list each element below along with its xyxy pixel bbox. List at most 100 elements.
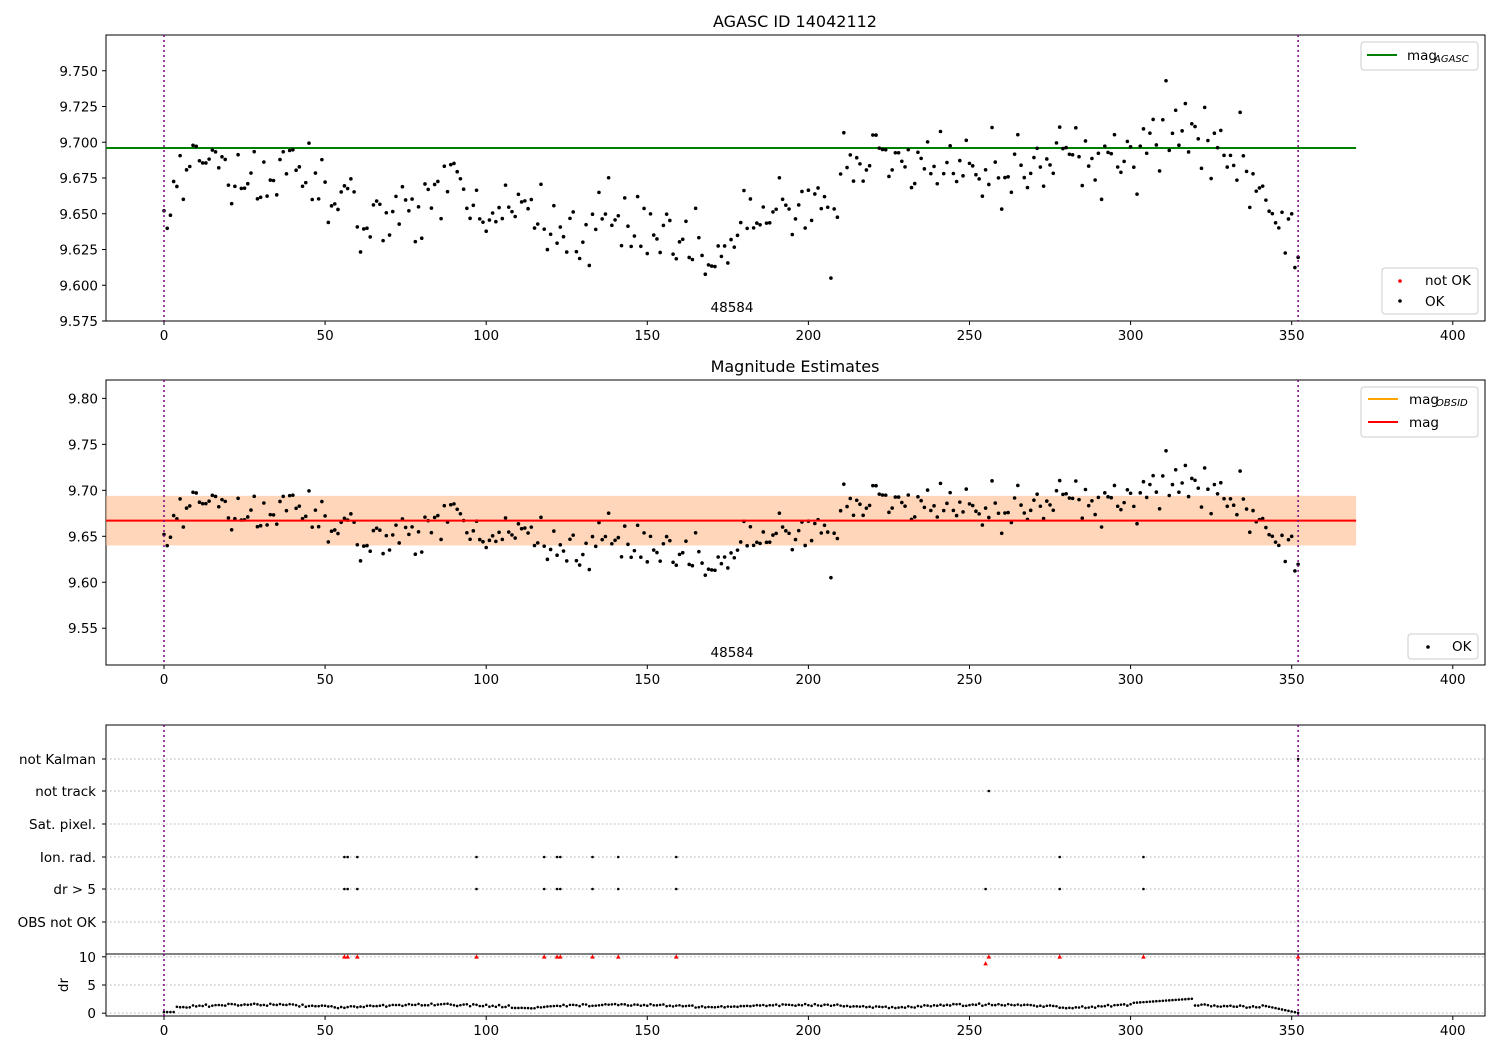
dr-point	[952, 1002, 955, 1006]
dr-point	[1264, 1004, 1268, 1008]
data-point	[445, 189, 450, 194]
data-point	[1293, 265, 1297, 270]
data-point	[1286, 537, 1291, 542]
data-point	[210, 493, 215, 498]
data-point	[664, 212, 669, 216]
flag-point	[475, 887, 478, 891]
dr-point	[858, 1005, 862, 1008]
dr-point	[993, 1003, 997, 1007]
dr-point	[314, 1004, 317, 1008]
data-point	[194, 144, 199, 149]
dr-point	[246, 1003, 250, 1007]
legend-sub-agasc: AGASC	[1433, 54, 1469, 65]
data-point	[825, 205, 830, 210]
data-point	[416, 205, 421, 209]
dr-point	[800, 1004, 804, 1007]
data-point	[1045, 499, 1049, 503]
dr-point	[223, 1004, 227, 1007]
x-tick-label: 300	[1118, 1023, 1144, 1039]
data-point	[349, 177, 353, 181]
data-point	[967, 502, 972, 506]
data-point	[593, 227, 598, 232]
data-point	[1264, 525, 1268, 530]
data-point	[1080, 183, 1085, 188]
dr-point	[1084, 1006, 1087, 1010]
data-point	[1273, 221, 1278, 225]
data-point	[497, 530, 501, 535]
dr-point	[272, 1003, 275, 1006]
data-point	[1057, 125, 1062, 129]
data-point	[1161, 118, 1165, 122]
data-point	[1235, 512, 1239, 517]
data-point	[490, 534, 495, 538]
data-point	[1196, 137, 1201, 141]
data-point	[165, 226, 170, 231]
y-tick-label: 9.650	[59, 207, 98, 223]
legend-sub-obsid: OBSID	[1436, 398, 1468, 409]
data-point	[216, 166, 221, 170]
data-point	[1267, 532, 1271, 537]
data-point	[1093, 512, 1097, 517]
data-point	[674, 256, 679, 261]
data-point	[1296, 255, 1300, 260]
data-point	[371, 203, 376, 207]
dr-point	[1293, 1010, 1297, 1014]
data-point	[1032, 498, 1036, 502]
data-point	[932, 164, 936, 169]
dr-point	[819, 1004, 823, 1008]
data-point	[168, 535, 173, 540]
data-point	[954, 179, 959, 184]
data-point	[629, 555, 633, 560]
data-point	[703, 272, 708, 277]
data-point	[481, 220, 485, 224]
dr-point	[1122, 1003, 1126, 1006]
data-point	[1051, 508, 1056, 513]
data-point	[194, 491, 199, 495]
data-point	[668, 538, 672, 543]
data-point	[1244, 507, 1249, 511]
flag-point	[356, 887, 359, 891]
dr-point	[1100, 1005, 1103, 1008]
dr-point	[868, 1005, 871, 1008]
data-point	[777, 175, 782, 180]
data-point	[919, 156, 923, 161]
data-point	[1270, 534, 1275, 539]
x-tick-label: 50	[316, 672, 333, 688]
data-point	[1212, 482, 1217, 487]
data-point	[954, 513, 959, 518]
data-point	[993, 160, 998, 164]
dr-point	[565, 1004, 569, 1008]
data-point	[999, 207, 1004, 211]
dr-point	[472, 1003, 475, 1006]
data-point	[577, 256, 582, 261]
dr-point	[668, 1004, 672, 1007]
data-point	[262, 501, 266, 505]
data-point	[452, 161, 456, 166]
dr-point	[449, 1003, 453, 1006]
data-point	[642, 531, 646, 535]
data-point	[1067, 152, 1072, 157]
dr-point	[368, 1004, 372, 1007]
dr-point	[1000, 1003, 1004, 1007]
data-point	[468, 216, 472, 221]
dr-point	[1213, 1004, 1216, 1007]
data-point	[1228, 153, 1233, 158]
data-point	[671, 560, 675, 565]
dr-clipped-marker	[554, 954, 560, 959]
data-point	[845, 504, 849, 509]
data-point	[245, 181, 250, 186]
data-point	[258, 523, 263, 528]
dr-point	[887, 1006, 891, 1010]
dr-point	[1229, 1004, 1232, 1007]
dr-point	[1200, 1003, 1203, 1006]
dr-point	[1116, 1003, 1119, 1007]
dr-point	[1106, 1003, 1110, 1007]
data-point	[287, 493, 292, 498]
data-point	[1022, 175, 1027, 180]
dr-point	[520, 1006, 523, 1010]
data-point	[1048, 163, 1052, 167]
data-point	[822, 194, 827, 199]
data-point	[1193, 124, 1197, 129]
data-point	[513, 536, 517, 540]
magnitude-panel: 0 50 100 150 200 250 300 350 400 9.55 9.60 9.65 9.70…	[68, 379, 1486, 688]
